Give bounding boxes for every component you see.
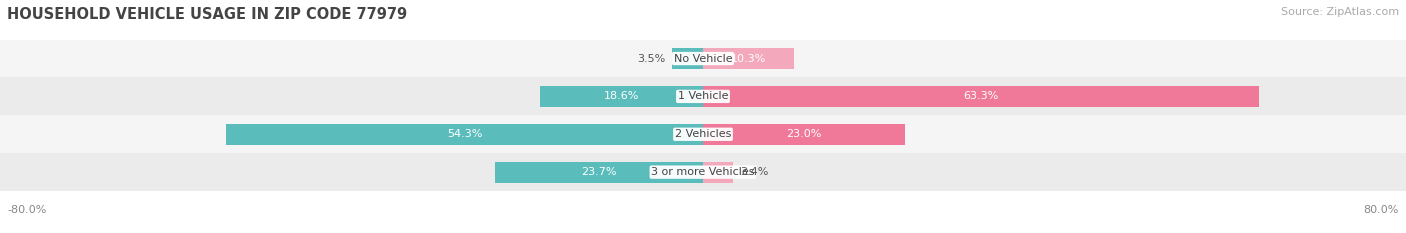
Bar [0,77,1406,115]
Text: 18.6%: 18.6% [603,91,638,101]
Bar [540,86,703,107]
Bar [703,86,1260,107]
Text: 1 Vehicle: 1 Vehicle [678,91,728,101]
Text: 3.5%: 3.5% [637,54,665,64]
Bar [226,124,703,145]
Bar [0,40,1406,77]
Bar [0,115,1406,153]
Text: 3 or more Vehicles: 3 or more Vehicles [651,167,755,177]
Text: 10.3%: 10.3% [731,54,766,64]
Bar [0,153,1406,191]
Bar [672,48,703,69]
Text: No Vehicle: No Vehicle [673,54,733,64]
Text: 3.4%: 3.4% [740,167,768,177]
Bar [703,48,793,69]
Bar [703,162,733,182]
Text: HOUSEHOLD VEHICLE USAGE IN ZIP CODE 77979: HOUSEHOLD VEHICLE USAGE IN ZIP CODE 7797… [7,7,408,22]
Text: 23.0%: 23.0% [786,129,821,139]
Bar [703,124,905,145]
Text: 80.0%: 80.0% [1364,205,1399,215]
Text: 63.3%: 63.3% [963,91,998,101]
Text: 23.7%: 23.7% [581,167,617,177]
Text: -80.0%: -80.0% [7,205,46,215]
Text: 2 Vehicles: 2 Vehicles [675,129,731,139]
Text: Source: ZipAtlas.com: Source: ZipAtlas.com [1281,7,1399,17]
Text: 54.3%: 54.3% [447,129,482,139]
Bar [495,162,703,182]
